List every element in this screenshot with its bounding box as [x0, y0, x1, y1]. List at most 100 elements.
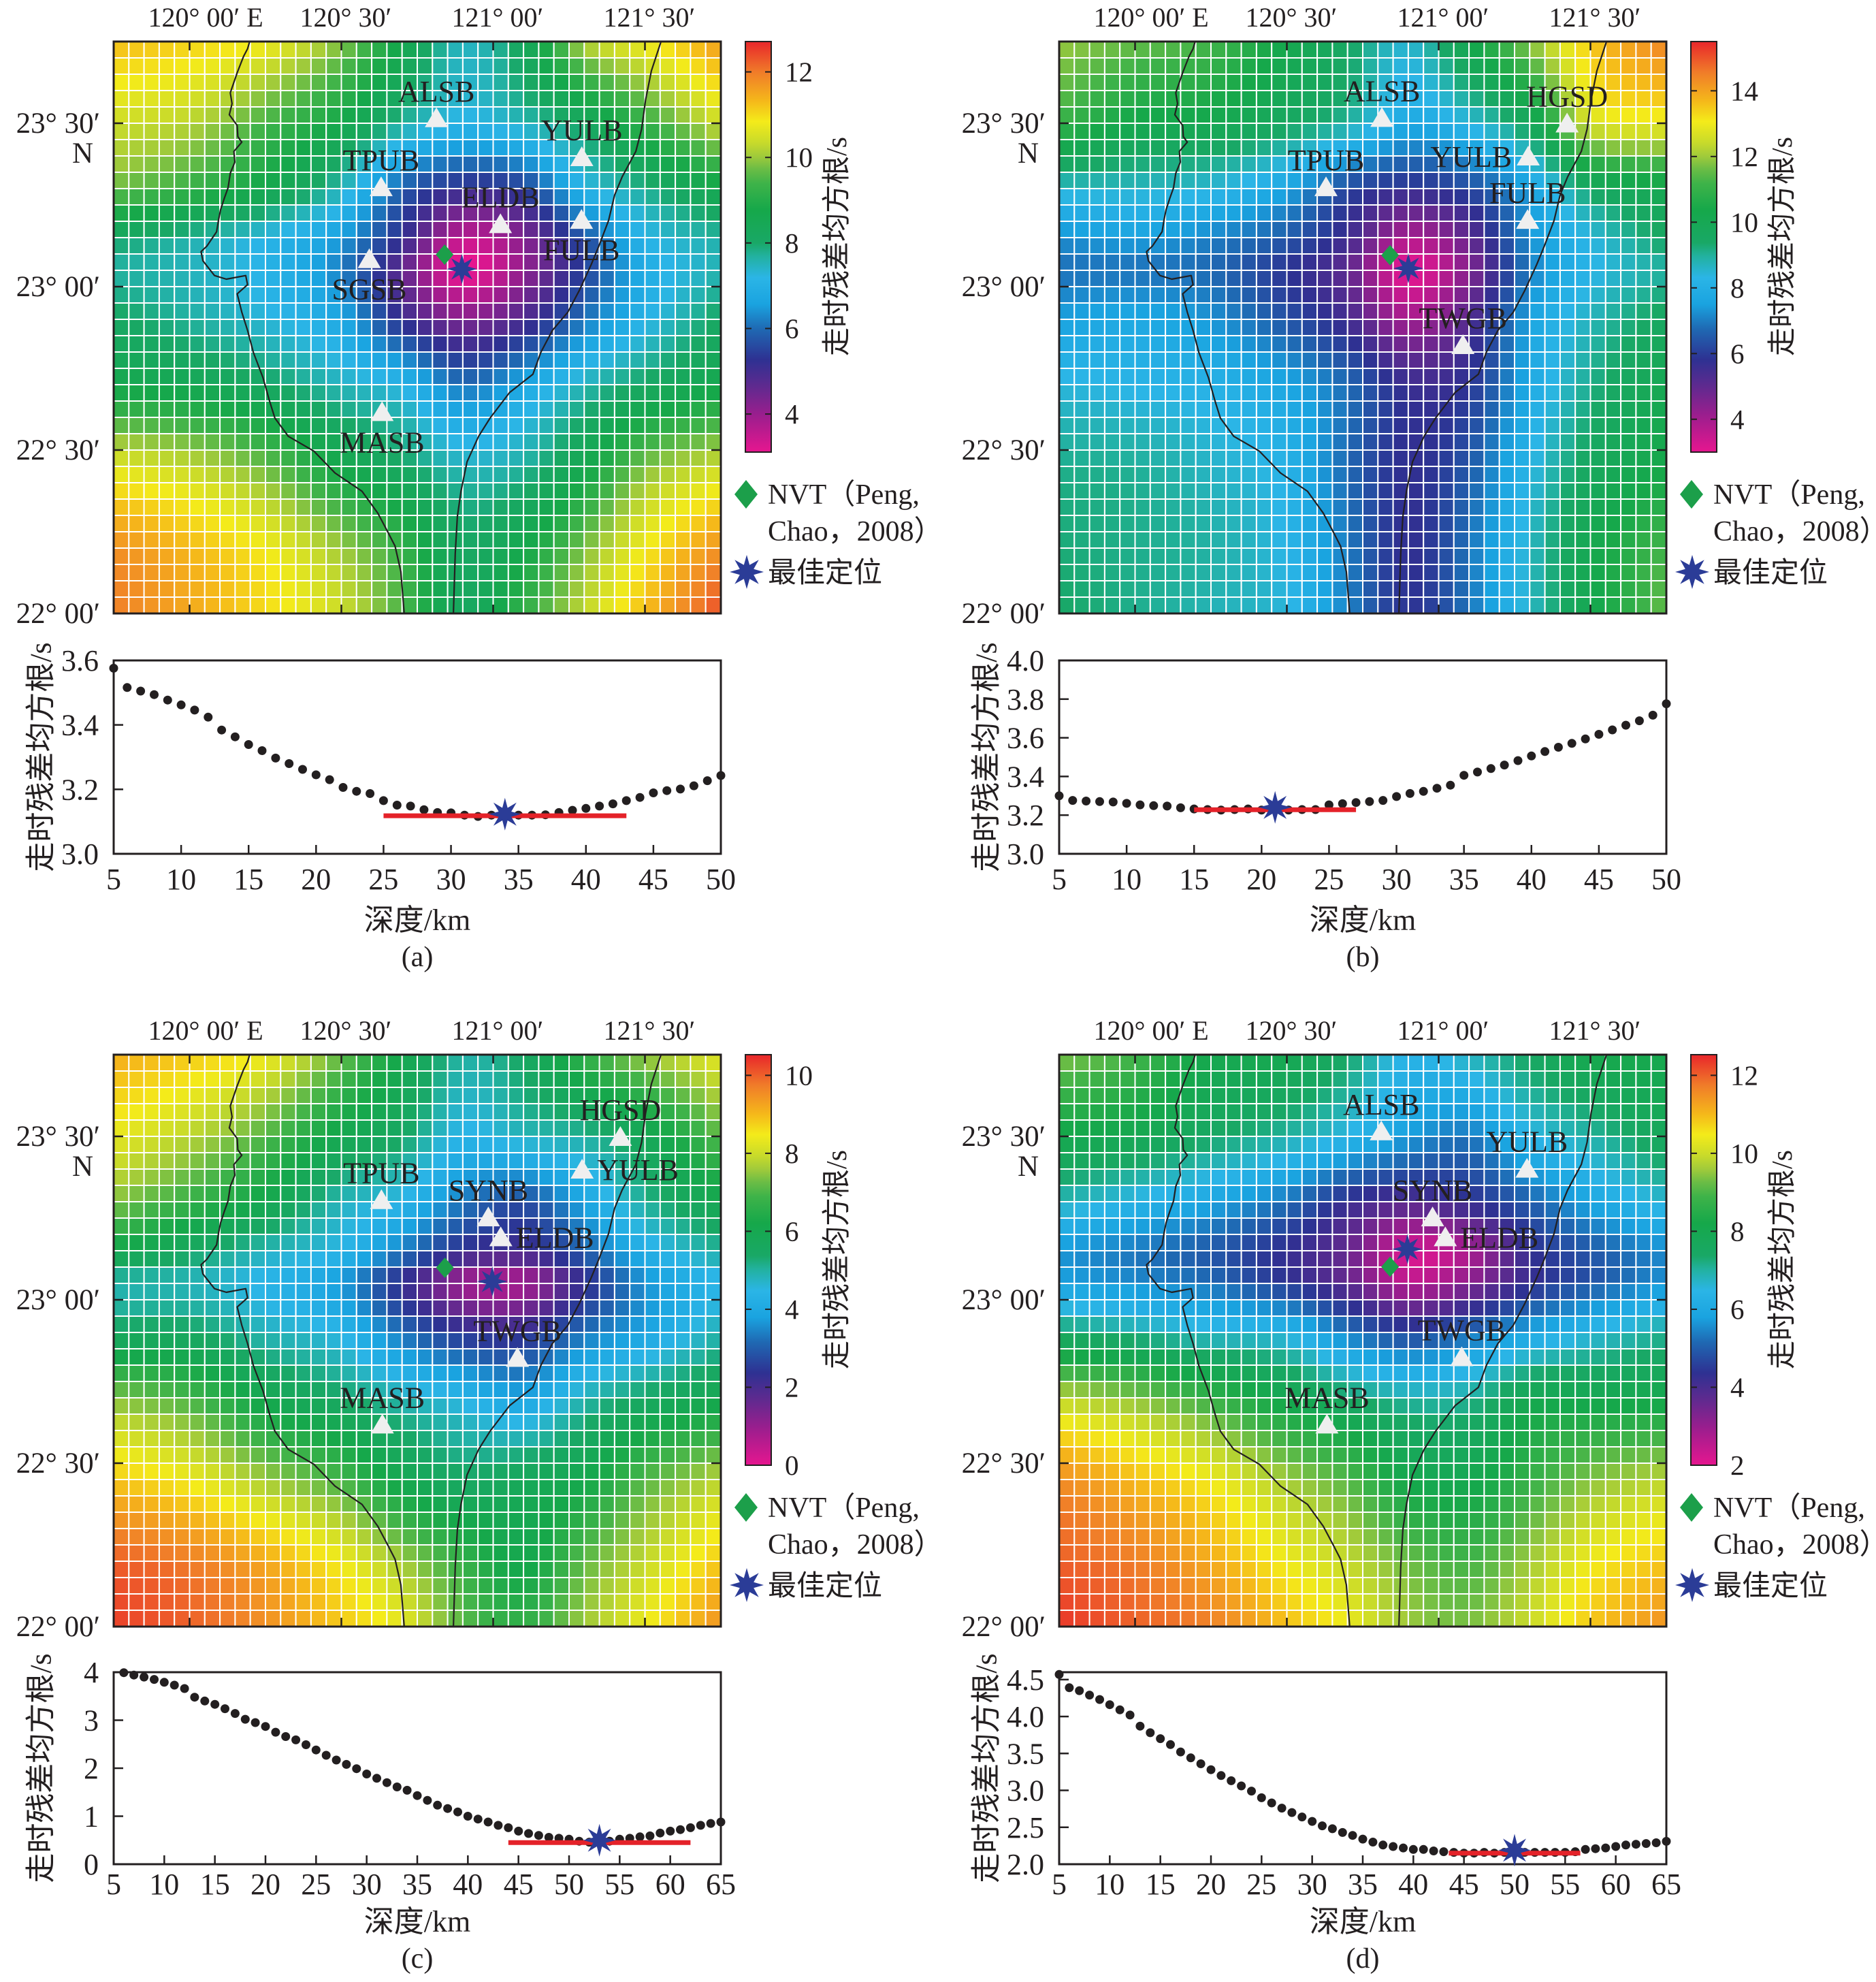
- heatmap-cell: [295, 1332, 312, 1349]
- heatmap-cell: [538, 335, 555, 353]
- heatmap-cell: [447, 384, 464, 402]
- heatmap-cell: [644, 596, 661, 613]
- heatmap-cell: [1650, 90, 1666, 108]
- heatmap-cell: [690, 1561, 707, 1578]
- heatmap-cell: [1088, 139, 1105, 157]
- station: YULB: [1430, 140, 1540, 174]
- heatmap-cell: [1103, 1610, 1121, 1627]
- heatmap-cell: [462, 1217, 479, 1235]
- heatmap-cell: [507, 335, 525, 353]
- heatmap-cell: [477, 302, 494, 320]
- heatmap-cell: [1180, 253, 1197, 271]
- heatmap-cell: [1271, 351, 1288, 369]
- heatmap-cell: [310, 1332, 327, 1349]
- depth-profile-chart: 走时残差均方根/s 深度/km 5 10 15 20 25 30 35 40 45 503.03.…: [25, 642, 737, 937]
- heatmap-cell: [1620, 74, 1637, 91]
- heatmap-cell: [523, 1152, 540, 1170]
- heatmap-cell: [295, 1413, 312, 1431]
- heatmap-cell: [234, 90, 251, 108]
- heatmap-cell: [355, 1495, 373, 1513]
- heatmap-cell: [1255, 433, 1273, 451]
- heatmap-cell: [1544, 564, 1561, 581]
- heatmap-cell: [417, 1462, 434, 1480]
- heatmap-cell: [1103, 1446, 1121, 1464]
- heatmap-cell: [340, 1512, 357, 1529]
- heatmap-cell: [1635, 237, 1652, 255]
- station: YULB: [570, 1153, 679, 1187]
- heatmap-cell: [295, 1070, 312, 1088]
- heatmap-cell: [1483, 498, 1500, 516]
- heatmap-cell: [189, 433, 206, 451]
- heatmap-cell: [1498, 580, 1515, 598]
- heatmap-cell: [295, 1315, 312, 1333]
- x-tick-label: 35: [504, 863, 534, 896]
- heatmap-cell: [355, 1446, 373, 1464]
- heatmap-cell: [553, 1087, 570, 1104]
- heatmap-cell: [1210, 547, 1227, 565]
- heatmap-cell: [477, 74, 494, 91]
- heatmap-cell: [280, 1119, 297, 1137]
- heatmap-cell: [1165, 351, 1182, 369]
- heatmap-cell: [280, 1152, 297, 1170]
- heatmap-cell: [538, 1055, 555, 1072]
- heatmap-cell: [417, 155, 434, 173]
- heatmap-cell: [280, 531, 297, 549]
- heatmap-cell: [1255, 564, 1273, 581]
- heatmap-cell: [234, 1430, 251, 1448]
- heatmap-cell: [219, 155, 236, 173]
- heatmap-cell: [295, 1561, 312, 1578]
- heatmap-cell: [690, 221, 707, 238]
- heatmap-cell: [1362, 400, 1379, 418]
- heatmap-cell: [417, 1266, 434, 1284]
- heatmap-cell: [417, 253, 434, 271]
- heatmap-cell: [1059, 433, 1076, 451]
- heatmap-cell: [1149, 1168, 1167, 1186]
- heatmap-cell: [1149, 466, 1167, 483]
- heatmap-cell: [705, 286, 721, 304]
- heatmap-cell: [1149, 188, 1167, 206]
- heatmap-cell: [128, 1119, 145, 1137]
- heatmap-cell: [598, 172, 615, 189]
- heatmap-cell: [355, 580, 373, 598]
- heatmap-cell: [1620, 172, 1637, 189]
- heatmap-cell: [705, 302, 721, 320]
- heatmap-cell: [1620, 302, 1637, 320]
- heatmap-cell: [1620, 482, 1637, 500]
- depth-point: [325, 775, 334, 784]
- heatmap-cell: [1301, 123, 1319, 140]
- heatmap-cell: [432, 139, 449, 157]
- heatmap-cell: [1134, 1544, 1151, 1562]
- heatmap-cell: [158, 564, 176, 581]
- heatmap-cell: [690, 384, 707, 402]
- heatmap-cell: [613, 580, 631, 598]
- heatmap-cell: [583, 531, 600, 549]
- heatmap-cell: [432, 1544, 449, 1562]
- heatmap-cell: [1103, 1119, 1121, 1137]
- heatmap-cell: [1453, 531, 1470, 549]
- heatmap-cell: [310, 384, 327, 402]
- heatmap-cell: [613, 1610, 631, 1627]
- heatmap-cell: [1453, 433, 1470, 451]
- heatmap-cell: [675, 1217, 692, 1235]
- heatmap-cell: [523, 400, 540, 418]
- heatmap-cell: [492, 580, 509, 598]
- heatmap-cell: [295, 498, 312, 516]
- heatmap-cell: [1225, 498, 1242, 516]
- heatmap-cell: [325, 515, 342, 532]
- heatmap-cell: [1635, 466, 1652, 483]
- heatmap-cell: [1407, 482, 1425, 500]
- heatmap-cell: [1498, 482, 1515, 500]
- heatmap-cell: [174, 1512, 191, 1529]
- heatmap-cell: [295, 1577, 312, 1595]
- heatmap-cell: [1271, 139, 1288, 157]
- heatmap-cell: [1255, 335, 1273, 353]
- heatmap-cell: [659, 57, 677, 75]
- heatmap-cell: [1635, 384, 1652, 402]
- heatmap-cell: [1225, 139, 1242, 157]
- heatmap-cell: [1088, 1593, 1105, 1611]
- depth-point: [311, 770, 321, 780]
- heatmap-cell: [1483, 547, 1500, 565]
- heatmap-cell: [1225, 351, 1242, 369]
- heatmap-cell: [265, 1413, 282, 1431]
- colorbar-tick-label: 10: [785, 1059, 813, 1091]
